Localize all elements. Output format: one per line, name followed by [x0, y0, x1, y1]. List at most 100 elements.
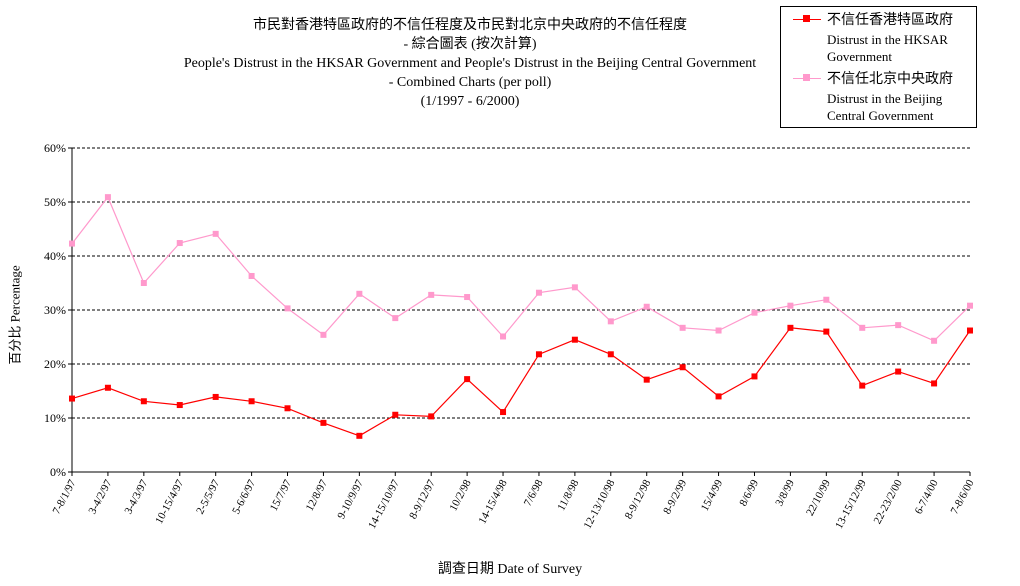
x-tick-label: 3-4/3/97 [122, 477, 150, 516]
x-tick-label: 2-5/5/97 [194, 477, 222, 516]
data-point-0 [284, 405, 291, 412]
x-tick-label: 3-4/2/97 [86, 477, 114, 516]
data-point-1 [428, 291, 435, 298]
x-tick-label: 12/8/97 [304, 477, 331, 513]
x-tick-label: 14-15/10/97 [366, 477, 402, 531]
data-point-1 [176, 240, 183, 247]
x-tick-label: 13-15/12/99 [833, 477, 869, 531]
data-point-1 [751, 309, 758, 316]
x-tick-label: 11/8/98 [555, 477, 581, 512]
data-point-0 [356, 432, 363, 439]
y-tick-label: 20% [44, 357, 66, 371]
x-tick-label: 7/6/98 [522, 477, 546, 508]
x-axis-title: 調查日期 Date of Survey [437, 562, 583, 577]
x-tick-label: 8/6/99 [737, 477, 761, 508]
data-point-0 [787, 324, 794, 331]
data-point-0 [392, 411, 399, 418]
x-tick-label: 22/10/99 [804, 477, 833, 518]
data-point-1 [69, 240, 75, 247]
legend: 不信任香港特區政府 Distrust in the HKSAR Governme… [780, 6, 977, 128]
data-point-1 [895, 322, 902, 329]
y-tick-label: 50% [44, 195, 66, 209]
legend-marker-hksar [803, 15, 810, 22]
data-point-1 [320, 331, 327, 338]
y-tick-label: 60% [44, 141, 66, 155]
x-tick-label: 7-8/6/00 [949, 477, 977, 516]
data-point-1 [823, 296, 830, 303]
y-tick-label: 10% [44, 411, 66, 425]
data-point-1 [607, 318, 614, 325]
x-tick-label: 8-9/12/98 [623, 477, 654, 521]
data-point-1 [104, 194, 111, 201]
data-point-0 [895, 368, 902, 375]
data-point-0 [500, 409, 507, 416]
data-point-1 [787, 302, 794, 309]
data-point-0 [464, 376, 471, 383]
data-point-1 [392, 315, 399, 322]
x-tick-label: 14-15/4/98 [476, 477, 509, 526]
legend-marker-beijing [803, 74, 810, 81]
data-point-0 [176, 402, 183, 409]
data-point-0 [715, 393, 722, 400]
series-line-0 [71, 327, 971, 437]
data-point-1 [967, 302, 973, 309]
x-tick-label: 10/2/98 [447, 477, 474, 513]
x-tick-label: 15/7/97 [268, 477, 295, 513]
data-point-0 [104, 384, 111, 391]
x-tick-label: 3/8/99 [773, 477, 797, 508]
data-point-0 [931, 380, 938, 387]
title-line-5: (1/1997 - 6/2000) [420, 94, 520, 109]
data-point-1 [571, 284, 578, 291]
title-line-1: 市民對香港特區政府的不信任程度及市民對北京中央政府的不信任程度 [253, 18, 687, 33]
legend-label-beijing: 不信任北京中央政府 Distrust in the Beijing Centra… [827, 70, 953, 125]
legend-label-beijing-cn: 不信任北京中央政府 [827, 72, 953, 87]
data-point-1 [248, 272, 255, 279]
title-line-3: People's Distrust in the HKSAR Governmen… [183, 56, 757, 71]
data-point-1 [535, 289, 542, 296]
y-tick-label: 40% [44, 249, 66, 263]
legend-label-hksar: 不信任香港特區政府 Distrust in the HKSAR Governme… [827, 11, 953, 66]
title-line-4: - Combined Charts (per poll) [388, 75, 552, 90]
data-point-1 [715, 327, 722, 334]
data-point-1 [212, 230, 219, 237]
legend-label-beijing-en1: Distrust in the Beijing [827, 91, 943, 106]
data-point-0 [212, 393, 219, 400]
data-point-0 [859, 382, 866, 389]
data-point-1 [284, 305, 291, 312]
data-point-1 [679, 324, 686, 331]
data-point-1 [500, 333, 507, 340]
x-tick-label: 7-8/1/97 [51, 477, 79, 516]
x-tick-label: 8-9/12/97 [407, 477, 438, 521]
y-tick-label: 0% [50, 465, 66, 479]
x-tick-label: 6-7/4/00 [913, 477, 941, 516]
legend-label-hksar-en2: Government [827, 49, 892, 64]
data-point-1 [931, 337, 938, 344]
x-tick-label: 9-10/9/97 [335, 477, 366, 521]
series-line-1 [71, 195, 971, 342]
data-point-0 [823, 328, 830, 335]
data-point-1 [140, 280, 147, 286]
data-point-0 [69, 395, 75, 402]
x-tick-label: 8-9/2/99 [661, 477, 689, 516]
data-point-0 [967, 327, 973, 334]
data-point-0 [428, 413, 435, 420]
data-point-1 [859, 324, 866, 331]
title-line-2: - 綜合圖表 (按次計算) [403, 37, 537, 52]
data-point-0 [320, 419, 327, 426]
data-point-0 [679, 364, 686, 371]
data-point-0 [140, 398, 147, 405]
data-point-1 [356, 290, 363, 297]
x-tick-label: 10-15/4/97 [153, 477, 186, 526]
legend-label-hksar-cn: 不信任香港特區政府 [827, 13, 953, 28]
data-point-0 [535, 351, 542, 358]
y-tick-label: 30% [44, 303, 66, 317]
data-point-0 [643, 376, 650, 383]
data-point-0 [248, 398, 255, 405]
data-point-0 [751, 373, 758, 380]
x-tick-label: 22-23/2/00 [872, 477, 905, 526]
x-tick-label: 15/4/99 [699, 477, 726, 513]
legend-label-beijing-en2: Central Government [827, 108, 934, 123]
x-tick-label: 5-6/6/97 [230, 477, 258, 516]
